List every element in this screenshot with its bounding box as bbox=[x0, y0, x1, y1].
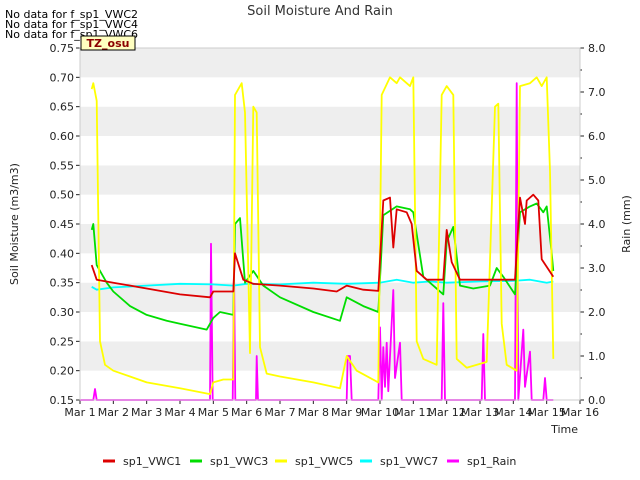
y2-tick-label: 6.0 bbox=[588, 130, 606, 143]
grid-band bbox=[80, 136, 580, 166]
y2-tick-label: 3.0 bbox=[588, 262, 606, 275]
x-tick-label: Mar 12 bbox=[428, 406, 466, 419]
x-tick-label: Mar 1 bbox=[64, 406, 95, 419]
x-tick-label: Mar 4 bbox=[164, 406, 195, 419]
legend-label-sp1-vwc7: sp1_VWC7 bbox=[380, 455, 438, 468]
x-tick-label: Mar 16 bbox=[561, 406, 599, 419]
grid-band bbox=[80, 48, 580, 78]
y2-tick-label: 0.0 bbox=[588, 394, 606, 407]
y-tick-label: 0.60 bbox=[50, 130, 75, 143]
y-axis-title: Soil Moisture (m3/m3) bbox=[8, 163, 21, 285]
x-tick-label: Mar 10 bbox=[361, 406, 399, 419]
grid-band bbox=[80, 341, 580, 371]
site-label-box bbox=[80, 35, 136, 51]
y-tick-label: 0.25 bbox=[50, 335, 75, 348]
x-tick-label: Mar 6 bbox=[231, 406, 262, 419]
x-tick-label: Mar 7 bbox=[264, 406, 295, 419]
y-tick-label: 0.75 bbox=[50, 42, 75, 55]
plot-frame bbox=[79, 47, 581, 401]
x-tick-label: Mar 2 bbox=[98, 406, 129, 419]
grid-band bbox=[80, 312, 580, 342]
grid-band bbox=[80, 224, 580, 254]
y2-tick-label: 7.0 bbox=[588, 86, 606, 99]
y-tick-label: 0.40 bbox=[50, 247, 75, 260]
y-tick-label: 0.20 bbox=[50, 365, 75, 378]
y-tick-label: 0.35 bbox=[50, 277, 75, 290]
chart-title: Soil Moisture And Rain bbox=[247, 4, 393, 19]
x-tick-label: Mar 5 bbox=[198, 406, 229, 419]
x-axis-ticks: Mar 1 Mar 2 Mar 3 Mar 4 Mar 5 Mar 6 Mar 7 Mar 8… bbox=[64, 400, 599, 419]
no-data-note-1: No data for f_sp1_VWC2 bbox=[5, 8, 138, 21]
grid-bands bbox=[80, 48, 580, 400]
y2-tick-label: 4.0 bbox=[588, 218, 606, 231]
no-data-note-2: No data for f_sp1_VWC4 bbox=[5, 18, 138, 31]
y2-tick-label: 5.0 bbox=[588, 174, 606, 187]
grid-band bbox=[80, 282, 580, 312]
y2-axis-title: Rain (mm) bbox=[620, 195, 633, 253]
series-line-sp1-vwc3 bbox=[90, 202, 555, 331]
grid-band bbox=[80, 194, 580, 224]
series-line-sp1-vwc5 bbox=[90, 76, 555, 396]
y-tick-label: 0.30 bbox=[50, 306, 75, 319]
x-tick-label: Mar 15 bbox=[528, 406, 566, 419]
y-tick-label: 0.15 bbox=[50, 394, 75, 407]
y2-tick-label: 8.0 bbox=[588, 42, 606, 55]
grid-band bbox=[80, 77, 580, 107]
legend-label-sp1-vwc5: sp1_VWC5 bbox=[295, 455, 353, 468]
legend-label-sp1-rain: sp1_Rain bbox=[467, 455, 516, 468]
x-tick-label: Mar 3 bbox=[131, 406, 162, 419]
x-tick-label: Mar 13 bbox=[461, 406, 499, 419]
site-label: TZ_osu bbox=[87, 37, 130, 50]
legend-label-sp1-vwc1: sp1_VWC1 bbox=[123, 455, 181, 468]
y-tick-label: 0.65 bbox=[50, 101, 75, 114]
y-tick-label: 0.55 bbox=[50, 159, 75, 172]
left-axis-ticks: 0.15 0.20 0.25 0.30 0.35 0.40 0.45 0.50 0.55 0.60… bbox=[50, 42, 80, 407]
x-tick-label: Mar 8 bbox=[298, 406, 329, 419]
x-tick-label: Mar 14 bbox=[494, 406, 532, 419]
grid-band bbox=[80, 165, 580, 195]
y-tick-label: 0.50 bbox=[50, 189, 75, 202]
grid-band bbox=[80, 106, 580, 136]
y2-tick-label: 2.0 bbox=[588, 306, 606, 319]
x-tick-label: Mar 11 bbox=[394, 406, 432, 419]
series-line-sp1-vwc1 bbox=[90, 193, 555, 299]
y2-tick-label: 1.0 bbox=[588, 350, 606, 363]
y-tick-label: 0.45 bbox=[50, 218, 75, 231]
series-line-sp1-vwc7 bbox=[91, 278, 554, 291]
y-tick-label: 0.70 bbox=[50, 71, 75, 84]
legend: sp1_VWC1 sp1_VWC3 sp1_VWC5 sp1_VWC7 sp1_Rain bbox=[103, 455, 516, 468]
x-tick-label: Mar 9 bbox=[331, 406, 362, 419]
series-layer bbox=[80, 76, 555, 401]
legend-label-sp1-vwc3: sp1_VWC3 bbox=[210, 455, 268, 468]
x-axis-title: Time bbox=[550, 423, 578, 436]
right-axis-ticks: 0.0 1.0 2.0 3.0 4.0 5.0 6.0 7.0 8.0 bbox=[580, 42, 606, 407]
